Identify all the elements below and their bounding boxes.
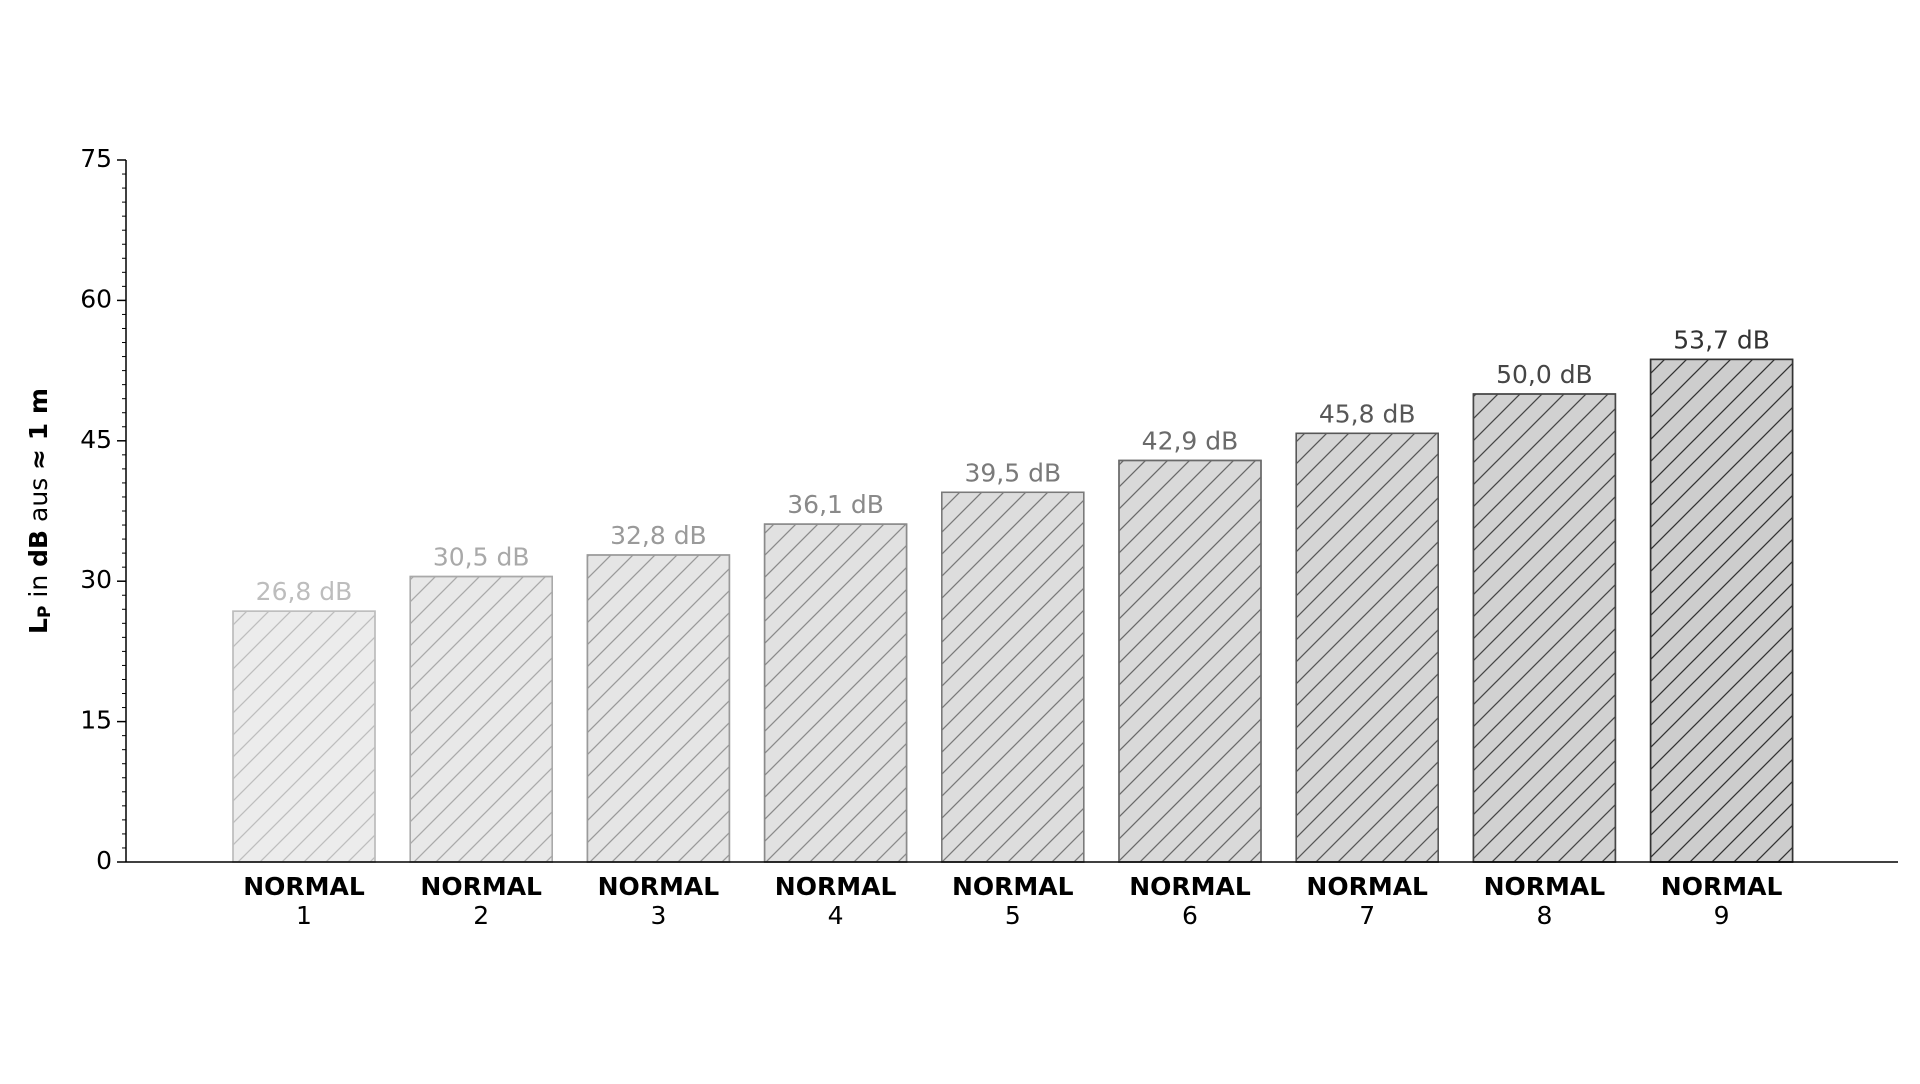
y-label-unit: dB <box>24 530 53 567</box>
bar-hatch <box>1472 393 1617 863</box>
y-tick-label: 60 <box>80 284 112 313</box>
x-tick-label: 8 <box>1536 901 1552 930</box>
value-label: 50,0 dB <box>1496 360 1593 389</box>
x-tick-label: 7 <box>1359 901 1375 930</box>
value-label: 30,5 dB <box>433 543 530 572</box>
x-tick-label: NORMAL <box>1661 872 1783 901</box>
x-tick-label: 4 <box>828 901 844 930</box>
value-label: 26,8 dB <box>256 577 353 606</box>
x-tick-label: NORMAL <box>420 872 542 901</box>
y-label-dist: ≈ 1 m <box>24 388 53 470</box>
value-label: 36,1 dB <box>787 490 884 519</box>
x-tick-label: 3 <box>650 901 666 930</box>
value-label: 32,8 dB <box>610 521 707 550</box>
x-tick-label: 1 <box>296 901 312 930</box>
x-tick-label: NORMAL <box>243 872 365 901</box>
y-label-in: in <box>24 567 53 606</box>
y-axis-label: LP in dB aus ≈ 1 m <box>24 388 55 634</box>
bar-hatch <box>1295 432 1439 863</box>
y-label-aus: aus <box>24 470 53 530</box>
x-tick-label: 6 <box>1182 901 1198 930</box>
value-label: 39,5 dB <box>964 458 1061 487</box>
y-label-sub: P <box>35 606 55 618</box>
x-tick-label: 9 <box>1714 901 1730 930</box>
value-label: 53,7 dB <box>1673 325 1770 354</box>
y-tick-label: 45 <box>80 425 112 454</box>
x-tick-label: NORMAL <box>1129 872 1251 901</box>
y-tick-label: 30 <box>80 565 112 594</box>
x-tick-label: 5 <box>1005 901 1021 930</box>
x-tick-label: 2 <box>473 901 489 930</box>
bar-hatch <box>232 610 376 863</box>
bar-hatch <box>586 554 731 863</box>
x-tick-label: NORMAL <box>775 872 897 901</box>
bar-hatch <box>1118 459 1262 863</box>
bar-hatch <box>763 523 908 863</box>
y-tick-label: 0 <box>96 846 112 875</box>
x-tick-label: NORMAL <box>1484 872 1606 901</box>
value-label: 45,8 dB <box>1319 399 1416 428</box>
bar-hatch <box>941 491 1085 863</box>
y-tick-label: 15 <box>80 706 112 735</box>
y-label-main: L <box>24 618 53 634</box>
x-tick-label: NORMAL <box>598 872 720 901</box>
value-label: 42,9 dB <box>1142 426 1239 455</box>
bar-hatch <box>1649 358 1794 863</box>
bar-hatch <box>409 575 553 863</box>
y-tick-label: 75 <box>80 144 112 173</box>
x-tick-label: NORMAL <box>952 872 1074 901</box>
x-tick-label: NORMAL <box>1306 872 1428 901</box>
